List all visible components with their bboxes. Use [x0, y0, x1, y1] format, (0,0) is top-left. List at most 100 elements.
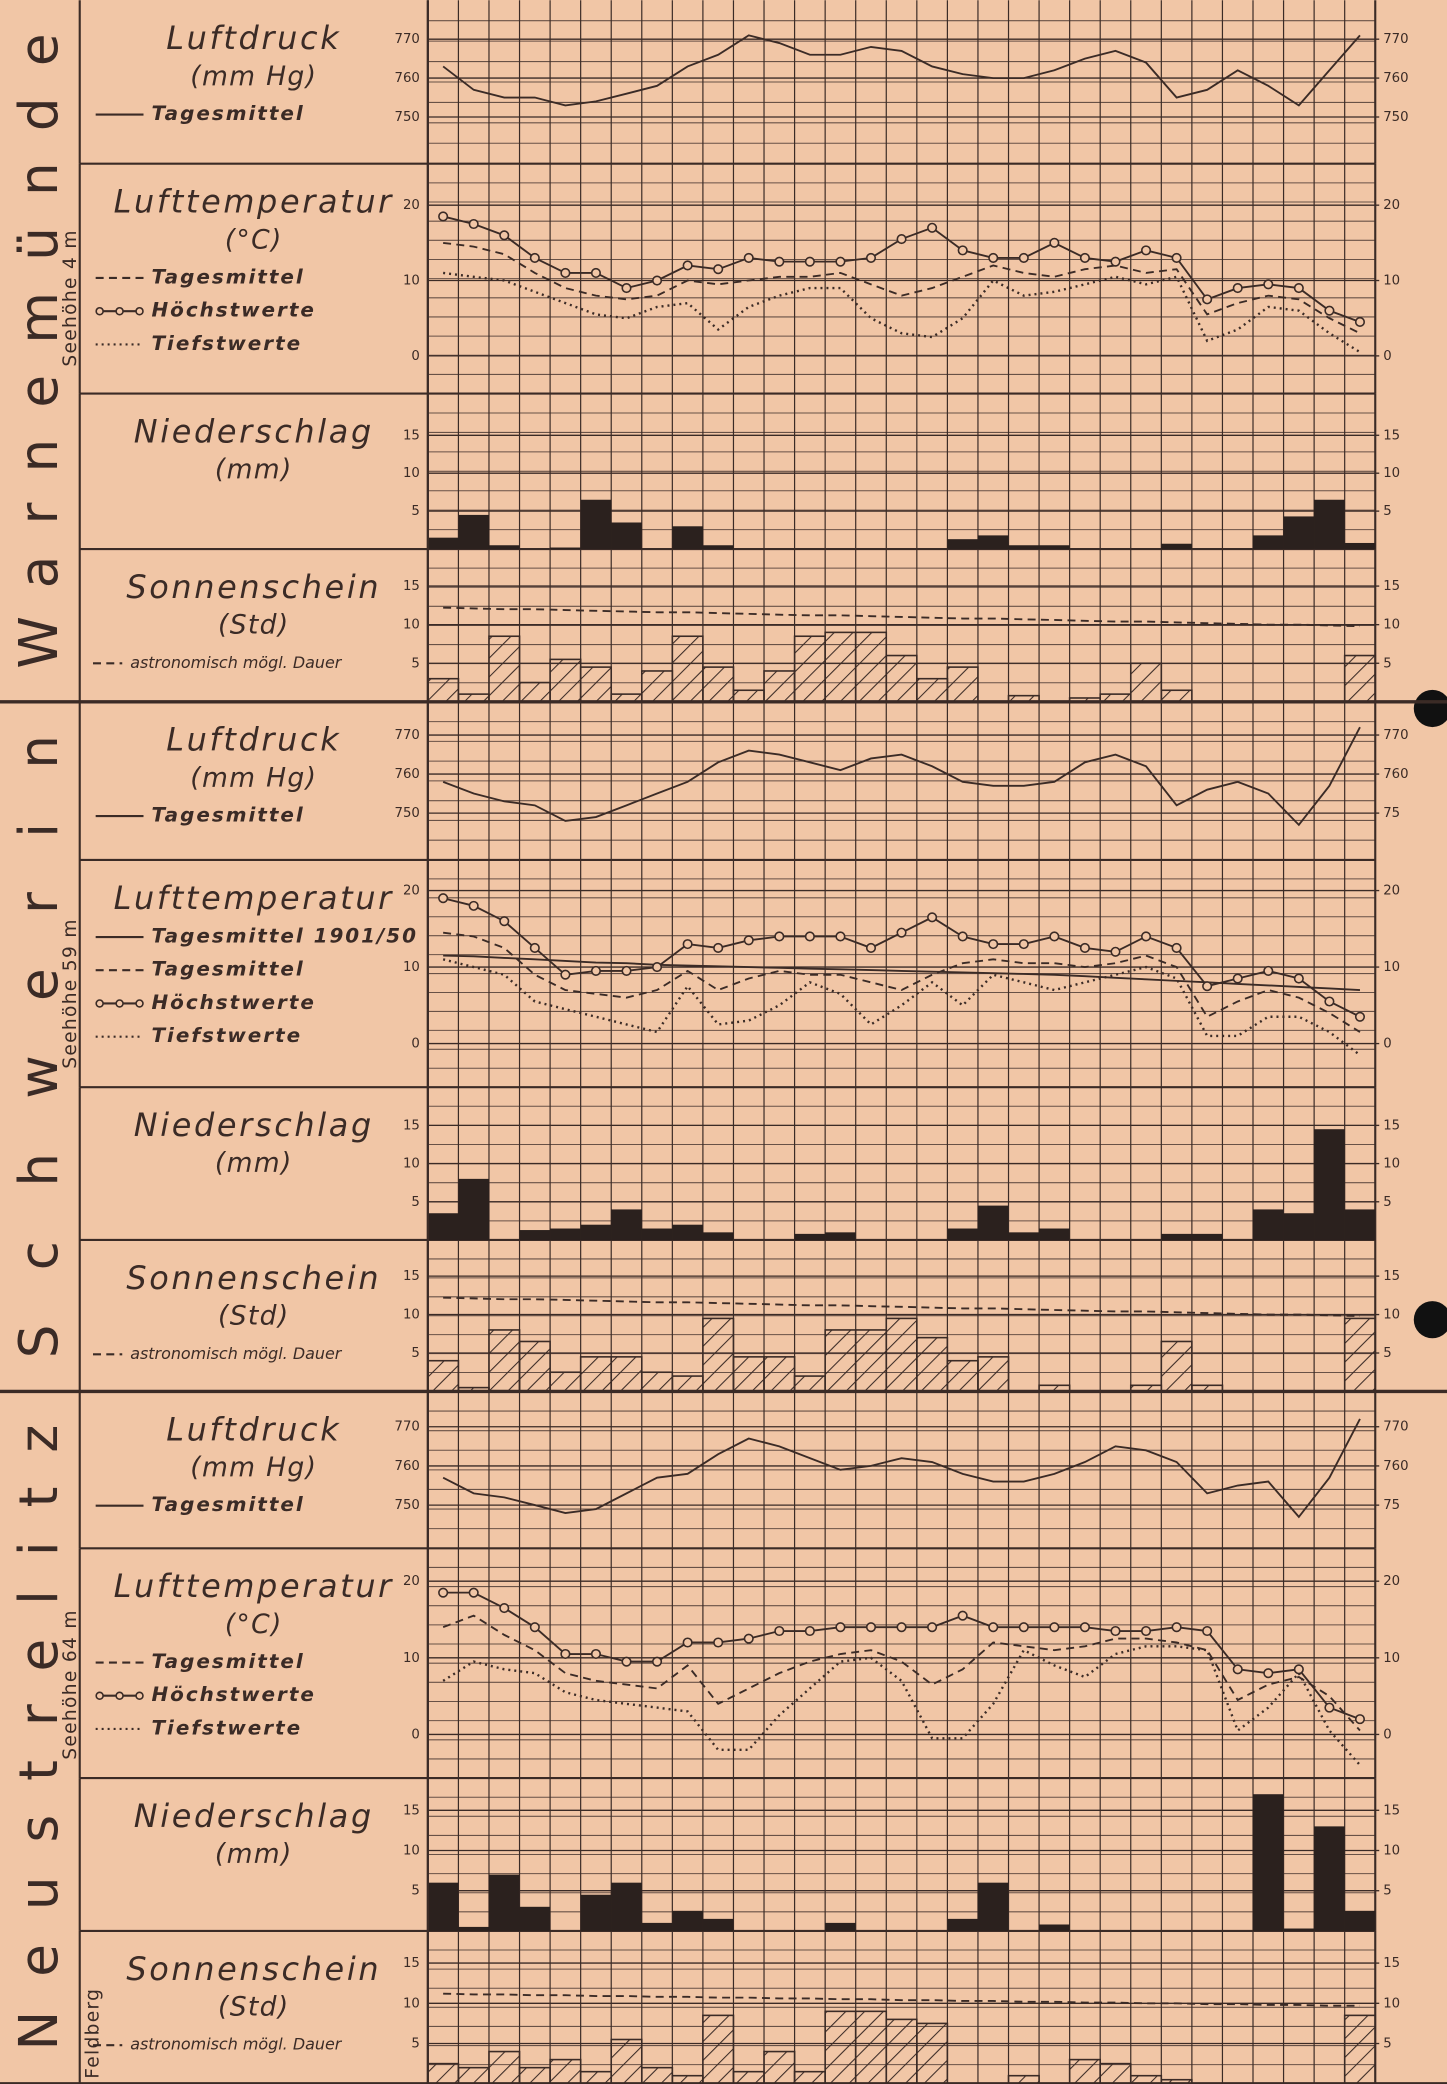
bar — [458, 514, 489, 550]
panel-unit: (mm Hg) — [190, 1452, 317, 1483]
series-marker — [652, 275, 663, 286]
bar — [580, 1224, 612, 1240]
panel-title: Sonnenschein — [126, 568, 381, 606]
series-marker — [468, 900, 479, 911]
bar — [702, 2014, 735, 2084]
legend-label: Tagesmittel 1901/50 — [151, 925, 418, 948]
y2-tick-label: 760 — [1383, 71, 1408, 86]
bar — [854, 631, 888, 703]
y2-tick-label: 15 — [1383, 428, 1400, 443]
legend-label: Höchstwerte — [151, 991, 315, 1014]
y2-tick-label: 10 — [1383, 274, 1400, 289]
y-tick-label: 10 — [403, 1844, 420, 1859]
bar — [1007, 2074, 1040, 2084]
bar — [1283, 516, 1315, 550]
y2-tick-label: 10 — [1383, 960, 1400, 975]
bar — [702, 545, 734, 550]
bar — [458, 1178, 489, 1240]
panel-unit: (mm) — [215, 1148, 293, 1179]
series-marker — [1110, 946, 1121, 957]
series-marker — [1171, 942, 1182, 953]
series-line — [443, 1296, 1360, 1318]
bar — [885, 654, 918, 703]
y-tick-label: 5 — [411, 1195, 419, 1210]
series-line — [442, 726, 1361, 827]
legend-marker — [95, 306, 104, 316]
series-marker — [835, 256, 846, 267]
bar — [793, 635, 826, 703]
series-marker — [1354, 316, 1366, 328]
series-marker — [1018, 939, 1029, 950]
bar — [671, 2074, 704, 2084]
panel-unit: (Std) — [218, 610, 290, 641]
y2-tick-label: 760 — [1383, 767, 1408, 782]
bar — [1343, 2014, 1377, 2084]
bar — [457, 693, 490, 703]
bar — [702, 666, 735, 703]
bar — [641, 1228, 673, 1240]
series-marker — [804, 1625, 815, 1637]
y2-tick-label: 5 — [1383, 504, 1391, 519]
legend-marker — [95, 1691, 104, 1700]
series-marker — [1110, 256, 1121, 267]
series-marker — [621, 283, 632, 294]
y2-tick-label: 75 — [1383, 806, 1400, 821]
bar — [640, 1371, 674, 1393]
panel-unit: (mm) — [215, 1839, 293, 1870]
bar — [672, 1910, 703, 1931]
panel-title: Niederschlag — [134, 412, 374, 450]
bar — [1160, 689, 1193, 703]
bar — [763, 1356, 796, 1393]
series-line — [443, 1992, 1360, 2007]
bar — [488, 1329, 521, 1393]
bar — [611, 1209, 642, 1240]
series-marker — [743, 252, 754, 263]
series-marker — [1232, 283, 1243, 294]
series-marker — [713, 942, 724, 953]
series-marker — [499, 1602, 510, 1614]
y-tick-label: 10 — [403, 1157, 420, 1172]
series-marker — [529, 1622, 540, 1633]
series-marker — [1140, 931, 1152, 942]
legend-label: astronomisch mögl. Dauer — [130, 2035, 343, 2054]
series-marker — [988, 1622, 999, 1633]
bar — [1191, 1233, 1223, 1240]
bar — [580, 499, 612, 550]
series-line — [442, 271, 1361, 354]
legend-marker — [135, 306, 144, 316]
series-marker — [713, 1637, 724, 1648]
bar — [1160, 2078, 1193, 2084]
bar — [518, 1340, 551, 1393]
series-marker — [468, 218, 479, 230]
station-elevation: Seehöhe 64 m — [60, 1609, 81, 1760]
series-marker — [499, 916, 510, 927]
series-marker — [743, 935, 754, 946]
bar — [1099, 2062, 1132, 2084]
bar — [1129, 1384, 1163, 1393]
legend-label: Höchstwerte — [151, 299, 315, 322]
legend-label: astronomisch mögl. Dauer — [130, 653, 343, 672]
series-marker — [621, 1656, 632, 1667]
series-line — [443, 606, 1360, 628]
y2-tick-label: 10 — [1383, 466, 1400, 481]
series-marker — [1232, 1664, 1243, 1675]
y2-tick-label: 750 — [1383, 110, 1408, 125]
series-marker — [865, 252, 877, 263]
legend-label: Tagesmittel — [151, 958, 304, 981]
station-elevation: Seehöhe 4 m — [60, 229, 81, 366]
bar — [1008, 545, 1040, 550]
series-marker — [865, 942, 877, 953]
legend-marker — [95, 999, 104, 1008]
y2-tick-label: 15 — [1383, 1118, 1400, 1133]
y-tick-label: 20 — [403, 1574, 420, 1589]
series-marker — [682, 939, 693, 950]
bar — [732, 2070, 765, 2084]
bar — [610, 693, 643, 703]
series-marker — [499, 230, 510, 241]
series-marker — [590, 965, 601, 976]
panel-unit: (°C) — [225, 1609, 283, 1640]
series-marker — [1079, 1622, 1090, 1633]
bar — [1314, 1826, 1345, 1931]
y2-tick-label: 10 — [1383, 1157, 1400, 1172]
